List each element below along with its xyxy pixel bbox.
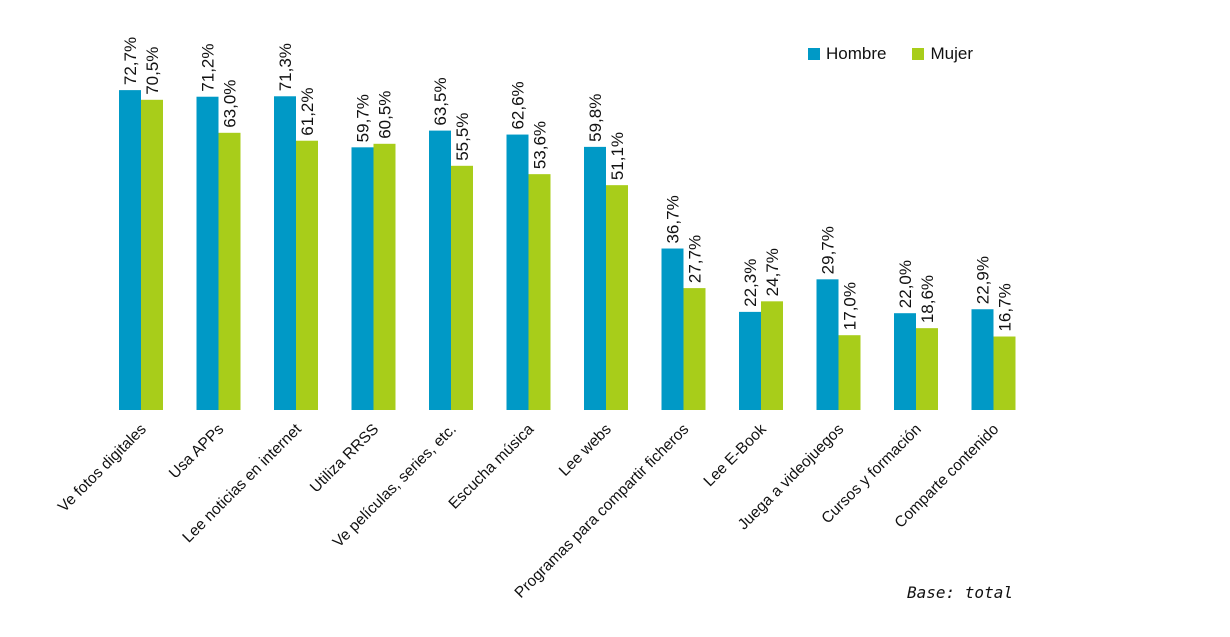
bar-mujer [451, 165, 473, 410]
data-label-hombre: 71,3% [276, 43, 295, 91]
bar-mujer [916, 328, 938, 410]
data-label-mujer: 16,7% [996, 283, 1015, 331]
data-label-mujer: 51,1% [608, 132, 627, 180]
bar-mujer [373, 143, 396, 411]
legend-swatch-hombre [808, 48, 820, 60]
data-label-hombre: 72,7% [121, 37, 140, 85]
category-label: Ve fotos digitales [55, 421, 150, 516]
bar-hombre [584, 146, 606, 410]
bar-mujer [296, 140, 318, 410]
data-label-hombre: 36,7% [664, 195, 683, 243]
data-label-hombre: 22,9% [974, 256, 993, 304]
bar-mujer [838, 335, 861, 410]
data-label-hombre: 22,0% [896, 260, 915, 308]
data-label-mujer: 24,7% [763, 248, 782, 296]
data-label-hombre: 63,5% [431, 77, 450, 125]
chart-legend: Hombre Mujer [808, 44, 999, 64]
data-label-hombre: 22,3% [741, 259, 760, 307]
data-label-mujer: 63,0% [221, 80, 240, 128]
legend-label-hombre: Hombre [826, 44, 887, 63]
data-label-mujer: 61,2% [298, 88, 317, 136]
legend-item-mujer: Mujer [912, 44, 973, 64]
data-label-mujer: 60,5% [376, 91, 395, 139]
data-label-mujer: 70,5% [143, 47, 162, 95]
bar-hombre [661, 248, 684, 410]
category-label: Escucha música [446, 421, 538, 513]
base-note: Base: total [907, 583, 1013, 602]
bar-hombre [274, 96, 296, 410]
data-label-mujer: 55,5% [453, 113, 472, 161]
legend-swatch-mujer [912, 48, 925, 60]
category-label: Lee webs [556, 421, 615, 480]
bar-hombre [196, 96, 219, 410]
bar-mujer [218, 132, 241, 411]
category-label: Ve películas, series, etc. [330, 421, 460, 551]
bar-hombre [816, 279, 839, 410]
bar-mujer [993, 336, 1016, 410]
bar-hombre [119, 90, 141, 411]
category-label: Programas para compartir ficheros [512, 421, 693, 602]
data-label-hombre: 71,2% [199, 44, 218, 92]
bar-hombre [351, 147, 374, 410]
category-label: Utiliza RRSS [307, 421, 382, 496]
data-label-hombre: 59,8% [586, 94, 605, 142]
data-label-hombre: 62,6% [509, 81, 528, 129]
bar-hombre [894, 313, 916, 410]
data-label-mujer: 17,0% [841, 282, 860, 330]
bar-mujer [141, 99, 163, 411]
bar-mujer [683, 288, 706, 410]
bar-hombre [739, 311, 761, 410]
legend-label-mujer: Mujer [930, 44, 973, 63]
bar-mujer [606, 185, 628, 410]
data-label-mujer: 53,6% [531, 121, 550, 169]
data-label-hombre: 29,7% [819, 226, 838, 274]
legend-item-hombre: Hombre [808, 44, 886, 64]
data-label-hombre: 59,7% [354, 94, 373, 142]
bar-mujer [528, 174, 551, 410]
category-label: Usa APPs [166, 421, 228, 483]
bar-mujer [761, 301, 783, 410]
category-label: Lee E-Book [701, 421, 770, 490]
bar-hombre [506, 134, 529, 410]
bar-hombre [971, 309, 994, 410]
bar-hombre [429, 130, 451, 410]
data-label-mujer: 18,6% [918, 275, 937, 323]
data-label-mujer: 27,7% [686, 235, 705, 283]
